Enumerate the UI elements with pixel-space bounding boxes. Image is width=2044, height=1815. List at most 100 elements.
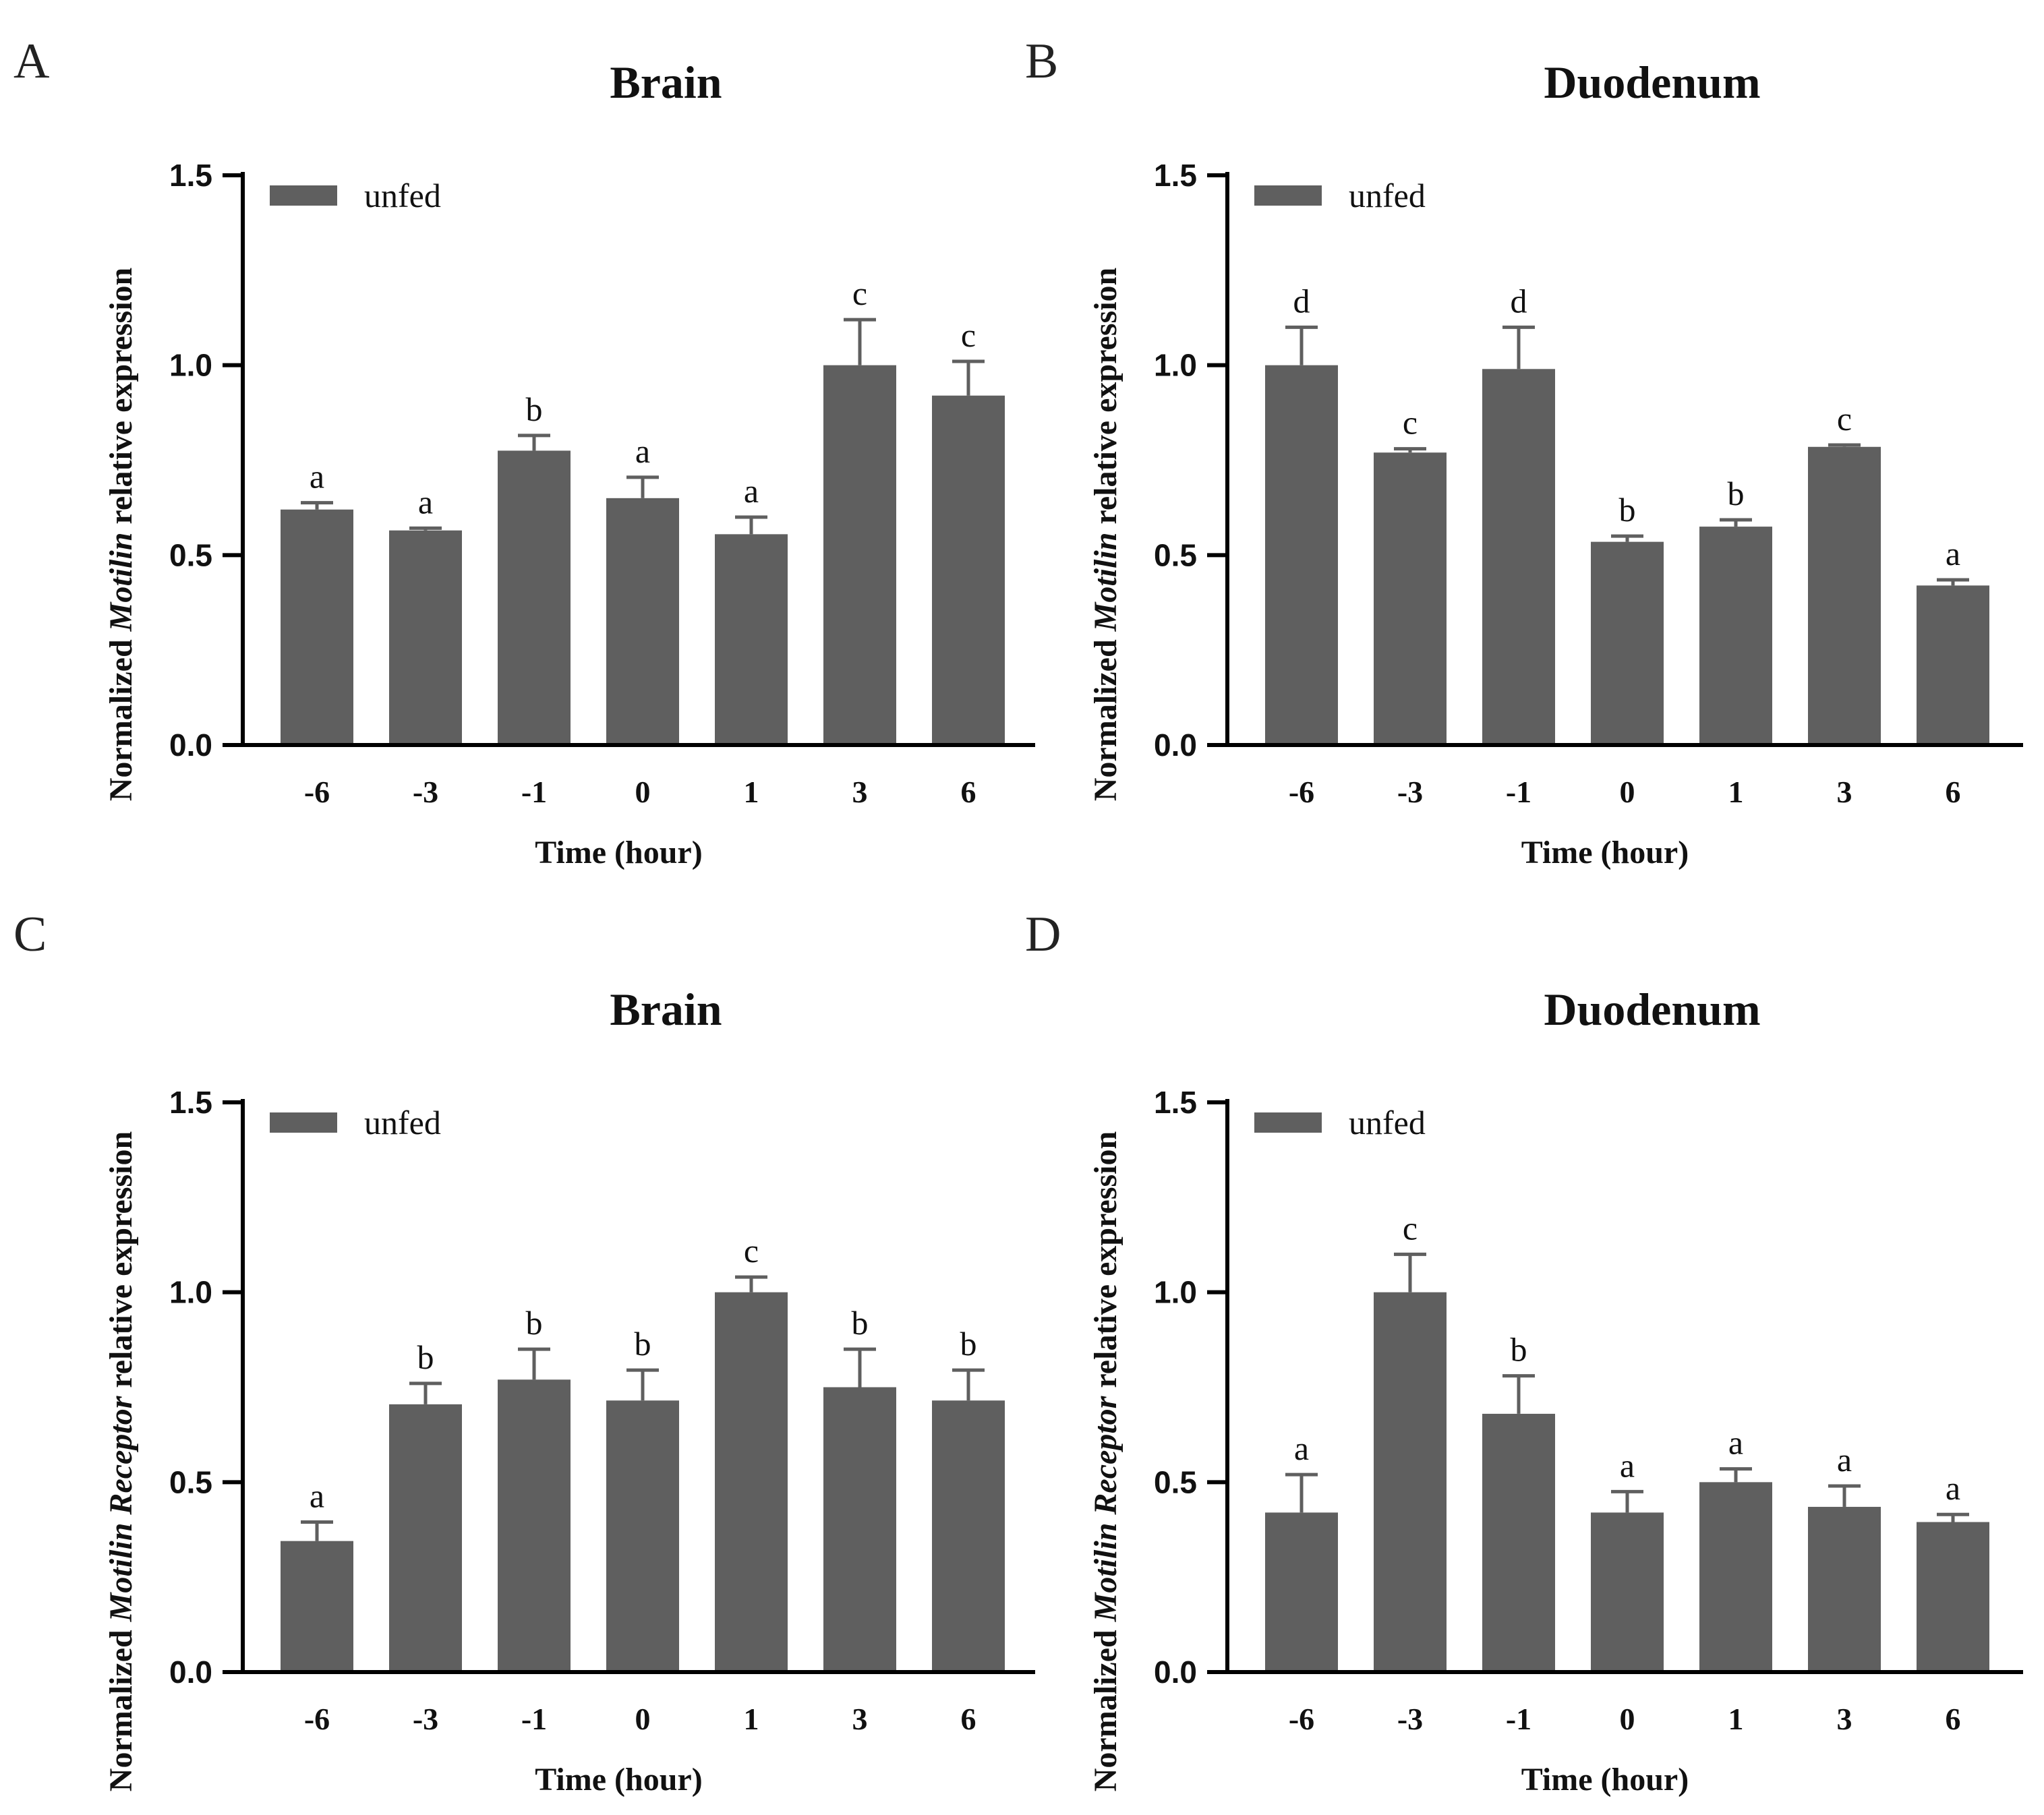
sig-label-b-1: c	[1403, 404, 1418, 442]
y-axis-label-part-a-0: Normalized	[103, 631, 139, 801]
sig-label-b-5: c	[1837, 400, 1852, 438]
x-tick-label-d-6: 6	[1946, 1702, 1961, 1736]
sig-label-d-2: b	[1511, 1331, 1527, 1369]
x-axis-label-c: Time (hour)	[535, 1762, 702, 1797]
bar-c-3	[606, 1400, 679, 1672]
sig-label-a-3: a	[635, 432, 650, 470]
y-tick-label-d-2: 1.0	[1154, 1275, 1197, 1310]
y-tick-label-b-2: 1.0	[1154, 348, 1197, 383]
chart-title-b: Duodenum	[1544, 57, 1760, 108]
y-axis-label-c: Normalized Motilin Receptor relative exp…	[103, 1131, 139, 1791]
legend-label-b: unfed	[1349, 177, 1426, 214]
x-tick-label-d-4: 1	[1728, 1702, 1744, 1736]
y-tick-label-b-0: 0.0	[1154, 727, 1197, 763]
x-tick-label-a-4: 1	[744, 775, 759, 809]
sig-label-d-1: c	[1403, 1209, 1418, 1247]
sig-label-c-3: b	[635, 1325, 651, 1363]
sig-label-b-4: b	[1728, 475, 1745, 512]
y-tick-label-c-2: 1.0	[169, 1275, 212, 1310]
sig-label-b-3: b	[1619, 491, 1636, 529]
x-tick-label-b-4: 1	[1728, 775, 1744, 809]
y-tick-label-a-2: 1.0	[169, 348, 212, 383]
sig-label-c-4: c	[744, 1232, 759, 1270]
x-tick-label-a-3: 0	[635, 775, 651, 809]
y-axis-label-part-d-1: Motilin Receptor	[1088, 1395, 1123, 1622]
bar-d-2	[1482, 1413, 1555, 1672]
bar-a-5	[823, 365, 896, 745]
x-tick-label-b-6: 6	[1946, 775, 1961, 809]
chart-title-a: Brain	[610, 57, 722, 108]
x-tick-label-c-4: 1	[744, 1702, 759, 1736]
sig-label-c-2: b	[526, 1304, 543, 1342]
x-tick-label-c-2: -1	[521, 1702, 547, 1736]
sig-label-d-0: a	[1294, 1429, 1309, 1467]
bar-c-5	[823, 1387, 896, 1672]
sig-label-b-6: a	[1946, 535, 1960, 572]
y-tick-label-b-3: 1.5	[1154, 158, 1197, 193]
sig-label-a-2: b	[526, 390, 543, 428]
chart-title-c: Brain	[610, 984, 722, 1035]
y-axis-label-part-c-0: Normalized	[103, 1621, 139, 1791]
y-axis-label-b: Normalized Motilin relative expression	[1088, 268, 1123, 802]
y-tick-label-a-3: 1.5	[169, 158, 212, 193]
bar-d-3	[1591, 1512, 1664, 1672]
y-tick-label-a-0: 0.0	[169, 727, 212, 763]
sig-label-c-0: a	[310, 1477, 324, 1514]
legend-label-c: unfed	[364, 1104, 441, 1141]
bar-c-4	[715, 1292, 788, 1672]
sig-label-b-0: d	[1293, 282, 1310, 320]
y-axis-label-part-d-0: Normalized	[1088, 1621, 1123, 1791]
sig-label-d-5: a	[1837, 1441, 1852, 1479]
y-tick-label-c-0: 0.0	[169, 1655, 212, 1690]
y-axis-label-d: Normalized Motilin Receptor relative exp…	[1088, 1131, 1123, 1791]
panel-letter-d: D	[1025, 907, 1061, 962]
y-tick-label-d-0: 0.0	[1154, 1655, 1197, 1690]
x-tick-label-b-5: 3	[1837, 775, 1852, 809]
y-axis-label-part-a-1: Motilin	[103, 533, 139, 632]
x-tick-label-c-1: -3	[413, 1702, 438, 1736]
sig-label-c-5: b	[852, 1304, 869, 1342]
x-tick-label-c-0: -6	[304, 1702, 330, 1736]
bar-c-1	[389, 1404, 462, 1672]
sig-label-d-6: a	[1946, 1469, 1960, 1507]
x-tick-label-a-2: -1	[521, 775, 547, 809]
x-tick-label-a-1: -3	[413, 775, 438, 809]
y-axis-label-part-b-2: relative expression	[1088, 268, 1123, 533]
sig-label-d-4: a	[1728, 1424, 1743, 1462]
bar-d-5	[1808, 1506, 1881, 1672]
legend-swatch-b	[1254, 185, 1322, 206]
x-tick-label-b-1: -3	[1397, 775, 1423, 809]
legend-label-a: unfed	[364, 177, 441, 214]
sig-label-a-1: a	[418, 483, 433, 520]
x-tick-label-d-5: 3	[1837, 1702, 1852, 1736]
sig-label-a-4: a	[744, 472, 759, 510]
y-axis-label-part-a-2: relative expression	[103, 268, 139, 533]
y-axis-label-part-b-1: Motilin	[1088, 533, 1123, 632]
x-tick-label-b-2: -1	[1506, 775, 1531, 809]
bar-d-6	[1917, 1522, 1989, 1672]
sig-label-a-0: a	[310, 458, 324, 496]
bar-b-1	[1374, 452, 1447, 745]
y-tick-label-c-1: 0.5	[169, 1464, 212, 1499]
y-axis-label-a: Normalized Motilin relative expression	[103, 268, 139, 802]
x-tick-label-c-5: 3	[852, 1702, 868, 1736]
bar-c-0	[281, 1541, 353, 1672]
legend-swatch-d	[1254, 1112, 1322, 1133]
x-tick-label-b-3: 0	[1620, 775, 1635, 809]
sig-label-a-5: c	[852, 274, 867, 312]
x-tick-label-a-0: -6	[304, 775, 330, 809]
bar-a-6	[932, 395, 1005, 745]
bar-a-1	[389, 530, 462, 745]
y-axis-label-part-c-1: Motilin Receptor	[103, 1395, 139, 1622]
bar-c-6	[932, 1400, 1005, 1672]
y-axis-label-part-d-2: relative expression	[1088, 1131, 1123, 1396]
bar-a-3	[606, 498, 679, 745]
bar-b-2	[1482, 369, 1555, 745]
bar-c-2	[498, 1379, 571, 1672]
x-tick-label-d-0: -6	[1289, 1702, 1314, 1736]
chart-title-d: Duodenum	[1544, 984, 1760, 1035]
y-tick-label-d-1: 0.5	[1154, 1464, 1197, 1499]
x-axis-label-d: Time (hour)	[1521, 1762, 1689, 1797]
